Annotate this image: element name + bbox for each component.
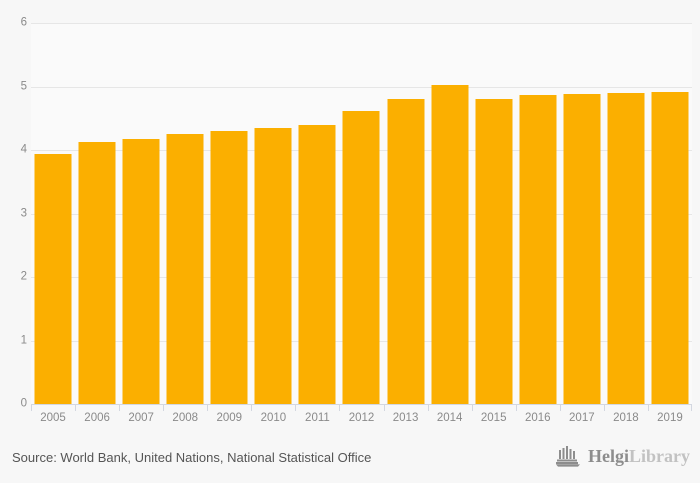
bar-slot — [648, 23, 692, 404]
x-tick-label: 2018 — [613, 412, 639, 424]
x-tick-mark — [75, 404, 77, 411]
bar-slot — [428, 23, 472, 404]
x-tick-mark — [427, 404, 429, 411]
bar-slot — [339, 23, 383, 404]
bar-slot — [75, 23, 119, 404]
x-tick-mark — [471, 404, 473, 411]
y-tick-label: 4 — [20, 143, 27, 156]
x-tick-mark — [295, 404, 297, 411]
x-tick-label: 2010 — [260, 412, 287, 424]
x-tick-mark — [515, 404, 517, 411]
bar-slot — [604, 23, 648, 404]
x-tick-label: 2017 — [569, 412, 595, 424]
x-tick-label: 2012 — [348, 412, 375, 424]
bar[interactable] — [34, 154, 72, 404]
library-building-icon — [556, 445, 582, 467]
bar[interactable] — [387, 99, 425, 404]
bar[interactable] — [122, 138, 160, 404]
bar[interactable] — [210, 130, 248, 404]
x-tick-label: 2005 — [40, 412, 66, 424]
x-tick-label: 2009 — [216, 412, 243, 424]
bar-slot — [516, 23, 560, 404]
bar[interactable] — [475, 99, 513, 404]
x-tick-mark — [603, 404, 605, 411]
bar[interactable] — [254, 127, 292, 404]
bar[interactable] — [563, 94, 601, 404]
x-tick-mark — [559, 404, 561, 411]
bar[interactable] — [78, 141, 116, 404]
y-tick-label: 5 — [20, 79, 27, 92]
x-tick-label: 2019 — [657, 412, 683, 424]
x-tick-mark — [691, 404, 692, 411]
bar[interactable] — [607, 92, 645, 404]
bar-slot — [207, 23, 251, 404]
x-tick-mark — [251, 404, 253, 411]
x-tick-label: 2015 — [480, 412, 507, 424]
x-tick-mark — [383, 404, 385, 411]
x-axis: 2005 2006 2007 2008 2009 2010 2011 2012 2013 2014… — [31, 404, 692, 430]
bar[interactable] — [431, 85, 469, 404]
bar-slot — [295, 23, 339, 404]
bar[interactable] — [342, 111, 380, 404]
x-tick-label: 2013 — [392, 412, 419, 424]
bar[interactable] — [651, 91, 689, 404]
y-tick-label: 2 — [20, 270, 27, 283]
x-tick-label: 2008 — [172, 412, 199, 424]
bar[interactable] — [166, 134, 204, 404]
x-tick-label: 2016 — [524, 412, 551, 424]
y-tick-label: 1 — [20, 333, 27, 346]
y-axis: 0 1 2 3 4 5 6 — [0, 0, 27, 483]
logo-text-secondary: Library — [629, 446, 690, 466]
y-tick-label: 6 — [20, 16, 27, 29]
gridline — [31, 23, 692, 24]
x-tick-label: 2011 — [305, 412, 330, 424]
x-tick-mark — [31, 404, 32, 411]
logo-text-primary: Helgi — [588, 446, 629, 466]
logo-wordmark: HelgiLibrary — [588, 447, 690, 465]
bar-slot — [251, 23, 295, 404]
x-tick-mark — [163, 404, 165, 411]
bar-series — [31, 23, 692, 404]
x-axis-line — [31, 404, 692, 405]
bar[interactable] — [298, 124, 336, 404]
bar-slot — [384, 23, 428, 404]
x-tick-mark — [647, 404, 649, 411]
bar-slot — [560, 23, 604, 404]
x-tick-label: 2014 — [436, 412, 463, 424]
helgi-library-logo[interactable]: HelgiLibrary — [556, 445, 690, 467]
bar-slot — [31, 23, 75, 404]
x-tick-label: 2006 — [84, 412, 110, 424]
gridline — [31, 86, 692, 88]
x-tick-mark — [119, 404, 121, 411]
x-tick-label: 2007 — [128, 412, 154, 424]
chart-footer: Source: World Bank, United Nations, Nati… — [0, 433, 700, 483]
x-tick-mark — [339, 404, 341, 411]
bar-slot — [472, 23, 516, 404]
bar-slot — [163, 23, 207, 404]
source-note: Source: World Bank, United Nations, Nati… — [12, 450, 372, 465]
bar[interactable] — [519, 95, 557, 404]
y-tick-label: 0 — [20, 397, 27, 410]
bar-slot — [119, 23, 163, 404]
x-tick-mark — [207, 404, 209, 411]
y-tick-label: 3 — [20, 206, 27, 219]
